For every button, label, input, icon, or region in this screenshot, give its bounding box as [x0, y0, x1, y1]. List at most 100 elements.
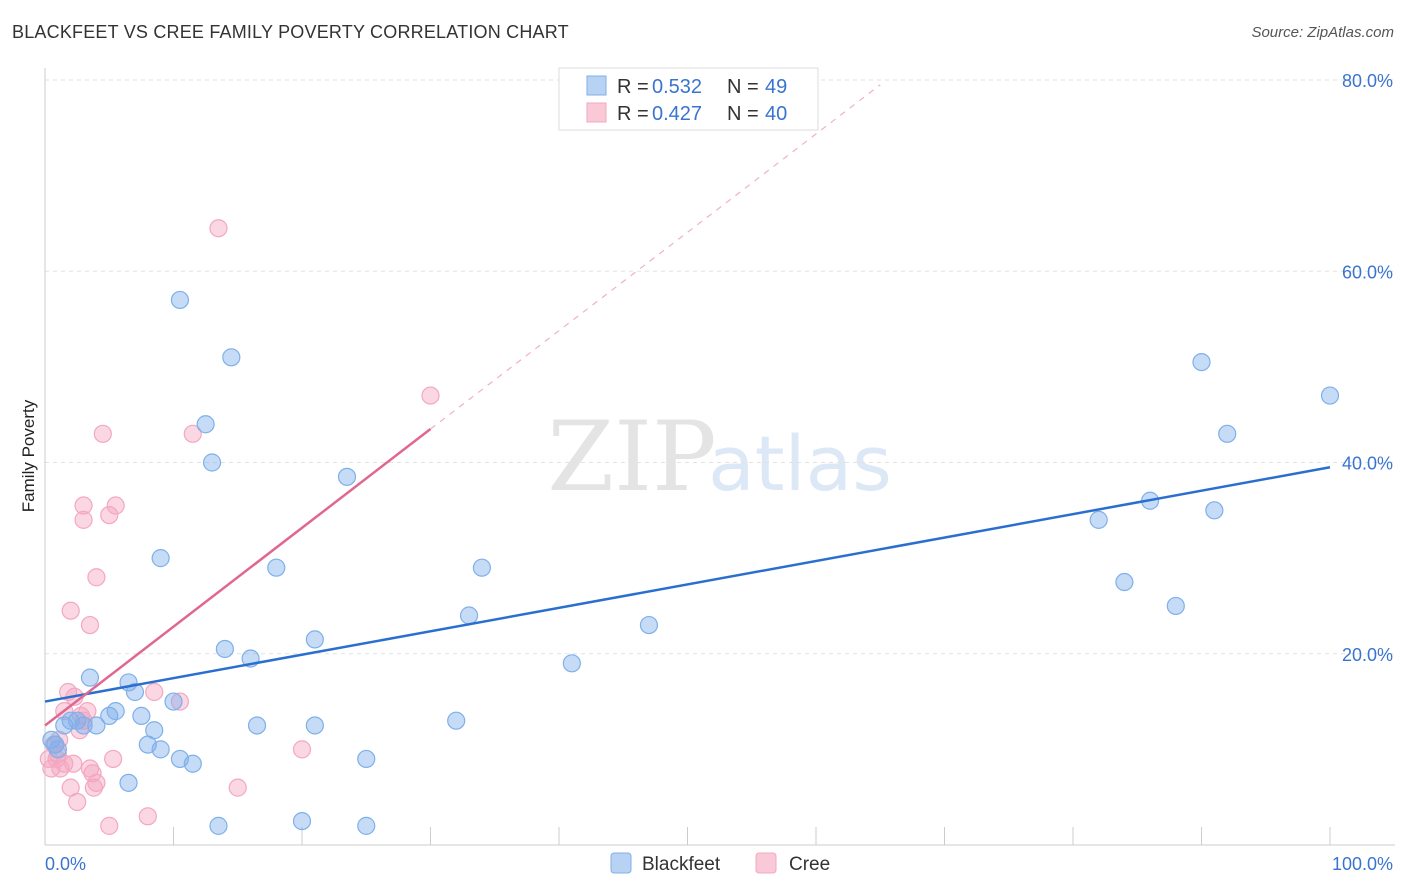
axes	[44, 68, 1395, 846]
blackfeet-point-24	[202, 453, 222, 472]
stats-legend: R = 0.532 N = 49 R = 0.427 N = 40	[558, 67, 819, 131]
cree-point-32	[209, 219, 228, 238]
cree-point-29	[145, 682, 164, 702]
cree-point-20	[84, 778, 103, 797]
bottom-legend-cree: Cree	[789, 854, 830, 875]
blackfeet-point-23	[196, 415, 215, 434]
series-legend: Blackfeet Cree	[610, 852, 830, 875]
chart-title: BLACKFEET VS CREE FAMILY POVERTY CORRELA…	[12, 22, 569, 42]
source-label: Source: ZipAtlas.com	[1251, 24, 1394, 41]
cree-point-21	[87, 773, 106, 792]
blackfeet-point-46	[1192, 352, 1211, 372]
cree-point-22	[87, 568, 106, 587]
blackfeet-point-19	[164, 692, 183, 711]
y-axis-title: Family Poverty	[19, 399, 38, 512]
legend-swatch-cree	[586, 102, 607, 123]
blackfeet-point-2	[48, 740, 67, 759]
cree-trend-extension	[430, 84, 881, 430]
cree-point-27	[106, 496, 125, 515]
watermark-atlas: atlas	[708, 419, 892, 508]
blackfeet-point-17	[151, 549, 170, 568]
cree-point-25	[100, 505, 119, 525]
blackfeet-point-42	[1089, 510, 1108, 529]
blackfeet-trend-line	[44, 466, 1331, 703]
blackfeet-point-43	[1115, 572, 1134, 592]
cree-point-9	[61, 601, 80, 620]
y-tick-label-80: 80.0%	[1342, 71, 1393, 91]
cree-point-33	[228, 778, 247, 797]
legend-r-value-1: 0.532	[652, 76, 702, 98]
blackfeet-point-7	[80, 668, 100, 687]
cree-point-34	[421, 386, 440, 405]
bottom-legend-swatch-cree	[755, 852, 777, 874]
cree-point-39	[47, 749, 66, 769]
blackfeet-point-25	[209, 816, 228, 835]
blackfeet-point-6	[74, 716, 93, 735]
blackfeet-point-34	[337, 467, 357, 486]
cree-series	[39, 219, 440, 835]
blackfeet-point-12	[125, 682, 145, 702]
cree-point-26	[104, 749, 123, 769]
blackfeet-point-10	[106, 702, 125, 721]
blackfeet-point-1	[46, 735, 65, 754]
cree-point-19	[83, 764, 102, 783]
blackfeet-point-37	[447, 711, 466, 730]
blackfeet-point-33	[305, 716, 324, 735]
blackfeet-point-14	[119, 773, 138, 792]
cree-point-28	[138, 807, 157, 826]
blackfeet-point-40	[562, 654, 581, 673]
blackfeet-point-27	[222, 348, 241, 367]
y-tick-label-60: 60.0%	[1342, 262, 1393, 282]
blackfeet-point-16	[145, 721, 164, 740]
cree-point-17	[80, 615, 100, 635]
legend-r-label-2: R =	[617, 103, 649, 125]
bottom-legend-blackfeet: Blackfeet	[642, 854, 721, 875]
blackfeet-point-30	[267, 558, 286, 577]
blackfeet-point-45	[1166, 596, 1185, 616]
blackfeet-point-32	[305, 630, 324, 649]
cree-point-36	[64, 754, 83, 773]
blackfeet-point-36	[357, 816, 376, 835]
blackfeet-point-49	[1320, 386, 1340, 405]
blackfeet-point-41	[639, 615, 659, 635]
blackfeet-point-35	[357, 749, 376, 769]
legend-n-value-1: 49	[765, 76, 787, 98]
cree-point-14	[74, 496, 93, 515]
legend-n-value-2: 40	[765, 103, 787, 125]
grid-lines	[45, 79, 1395, 655]
y-tick-label-20: 20.0%	[1342, 645, 1393, 665]
watermark-zip: ZIP	[547, 401, 716, 513]
cree-point-30	[170, 692, 190, 711]
cree-point-35	[292, 740, 312, 759]
blackfeet-point-8	[87, 716, 106, 735]
y-tick-labels: 20.0% 40.0% 60.0% 80.0%	[1342, 71, 1393, 665]
x-tick-label-0: 0.0%	[45, 854, 86, 874]
cree-point-24	[100, 816, 119, 835]
trend-lines	[44, 84, 1331, 727]
legend-r-value-2: 0.427	[652, 103, 702, 125]
blackfeet-point-48	[1218, 424, 1237, 443]
cree-point-15	[74, 510, 93, 529]
blackfeet-series	[42, 290, 1340, 835]
legend-n-label-2: N =	[727, 103, 759, 125]
cree-trend-line	[44, 428, 432, 727]
legend-swatch-blackfeet	[586, 75, 607, 96]
cree-point-23	[93, 424, 112, 443]
bottom-legend-swatch-blackfeet	[610, 852, 632, 874]
legend-n-label-1: N =	[727, 76, 759, 98]
cree-point-31	[183, 424, 202, 443]
blackfeet-point-21	[170, 290, 190, 310]
blackfeet-point-26	[215, 639, 234, 659]
blackfeet-point-38	[459, 606, 479, 625]
blackfeet-point-39	[472, 558, 491, 577]
legend-r-label-1: R =	[617, 76, 649, 98]
blackfeet-point-13	[132, 706, 151, 726]
blackfeet-point-31	[292, 811, 312, 831]
blackfeet-point-18	[151, 740, 170, 759]
blackfeet-point-47	[1205, 501, 1224, 520]
y-tick-label-40: 40.0%	[1342, 454, 1393, 474]
blackfeet-point-29	[247, 716, 267, 735]
x-tick-labels: 0.0% 100.0%	[45, 854, 1393, 874]
cree-point-11	[68, 792, 87, 812]
